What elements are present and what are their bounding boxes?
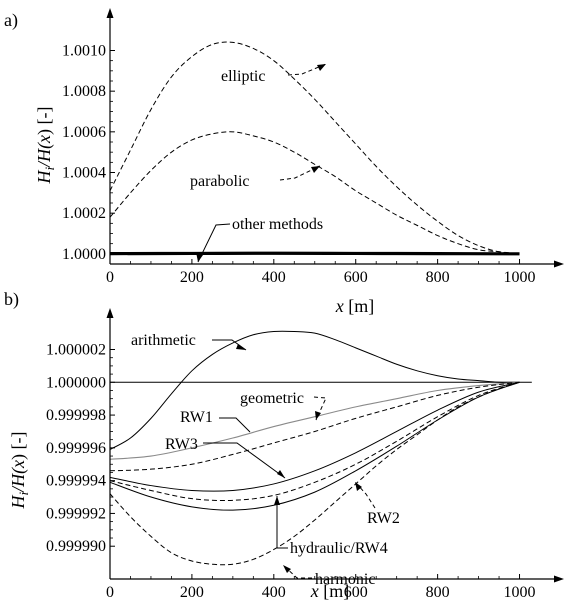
panel-a-y-tick-label: 1.0010 — [62, 43, 106, 60]
panel-b-y-tick-label: 0.999990 — [46, 538, 106, 555]
panel-a: a) 0 200 400 600 800 1000 1.0000 1.0002 1.0004 1.… — [4, 8, 564, 316]
panel-b-series-RW1 — [109, 381, 520, 472]
panel-b-y-tick-label: 1.000002 — [46, 342, 106, 359]
annotation-elliptic: elliptic — [221, 68, 265, 85]
annotation-hydraulic-RW4: hydraulic/RW4 — [290, 540, 388, 557]
panel-b-axes — [106, 308, 564, 583]
panel-b-x-tick-label: 200 — [180, 584, 204, 601]
annotation-harmonic: harmonic — [315, 571, 375, 588]
arrow-RW2 — [354, 481, 376, 509]
panel-b-x-tick-label: 1000 — [504, 584, 536, 601]
panel-b-x-tick-label: 600 — [344, 584, 368, 601]
arrowhead-RW2 — [355, 482, 362, 491]
panel-a-xlabel: x [m] — [335, 296, 375, 316]
panel-b-series-geometric — [109, 381, 520, 460]
panel-a-x-tick-label: 1000 — [504, 269, 536, 286]
annotation-RW2: RW2 — [367, 510, 400, 527]
panel-b-x-tick-label: 0 — [106, 584, 114, 601]
panel-a-y-tick-label: 1.0006 — [62, 124, 106, 141]
panel-b-y-tick-label: 0.999994 — [46, 473, 106, 490]
panel-a-ticks: 0 200 400 600 800 1000 1.0000 1.0002 1.0004 1.000… — [62, 43, 536, 287]
panel-a-x-tick-label: 0 — [106, 269, 114, 286]
panel-a-x-tick-label: 400 — [262, 269, 286, 286]
arrow-other-methods — [197, 223, 231, 263]
panel-b-series-RW3 — [109, 381, 520, 492]
panel-a-x-tick-label: 600 — [344, 269, 368, 286]
annotation-arithmetic: arithmetic — [131, 332, 196, 349]
arrowhead-elliptic — [317, 64, 326, 71]
panel-b-y-tick-label: 1.000000 — [46, 374, 106, 391]
panel-b-y-tick-label: 0.999998 — [46, 407, 106, 424]
panel-b-series-arithmetic — [109, 330, 520, 450]
panel-b: b) 0 200 400 600 800 1000 0.999990 0.999992 0.99… — [4, 289, 564, 601]
panel-a-y-tick-label: 1.0008 — [62, 83, 106, 100]
arrow-RW1 — [219, 417, 251, 433]
arrow-harmonic — [282, 564, 312, 579]
arrow-parabolic — [279, 165, 321, 181]
panel-b-y-tick-label: 0.999996 — [46, 440, 106, 457]
panel-a-y-tick-label: 1.0000 — [62, 246, 106, 263]
panel-a-label: a) — [4, 10, 18, 31]
panel-b-y-tick-label: 0.999992 — [46, 505, 106, 522]
panel-a-x-axis-arrow — [554, 260, 564, 268]
arrow-hydraulic-RW4 — [276, 496, 288, 549]
panel-b-series-RW2 — [109, 381, 520, 502]
panel-b-x-tick-label: 400 — [262, 584, 286, 601]
panel-b-xlabel: x [m] — [310, 581, 350, 601]
panel-a-y-tick-label: 1.0004 — [62, 165, 106, 182]
arrowhead-RW3 — [277, 470, 285, 478]
panel-a-series-parabolic — [109, 131, 520, 255]
arrowhead-harmonic — [283, 565, 291, 573]
arrowhead-parabolic — [311, 166, 320, 173]
panel-b-x-axis-arrow — [554, 575, 564, 583]
panel-b-series — [109, 330, 532, 566]
panel-a-x-tick-label: 800 — [426, 269, 450, 286]
panel-a-series-other-methods — [109, 251, 520, 256]
panel-b-label: b) — [4, 289, 19, 310]
panel-a-ylabel: Hi/H(x) [-] — [34, 106, 57, 184]
annotation-geometric: geometric — [240, 390, 304, 407]
arrowhead-other-methods — [196, 252, 203, 262]
panel-b-series-harmonic — [109, 381, 520, 566]
panel-b-x-tick-label: 800 — [426, 584, 450, 601]
panel-b-y-axis-arrow — [106, 308, 114, 318]
arrowhead-arithmetic — [236, 344, 246, 350]
panel-a-series-elliptic — [109, 41, 520, 255]
arrow-elliptic — [287, 63, 327, 76]
panel-a-x-tick-label: 200 — [180, 269, 204, 286]
panel-a-series — [109, 41, 520, 256]
annotation-parabolic: parabolic — [190, 173, 250, 190]
panel-a-axes — [106, 8, 564, 268]
panel-a-y-axis-arrow — [106, 8, 114, 18]
arrowhead-geometric — [315, 411, 321, 420]
arrowhead-hydraulic-RW4 — [274, 496, 280, 505]
panel-b-series-hydraulic-RW4 — [109, 381, 520, 511]
annotation-RW1: RW1 — [180, 409, 213, 426]
panel-b-ylabel: Hi/H(x) [-] — [8, 431, 31, 509]
panel-a-y-tick-label: 1.0002 — [62, 205, 106, 222]
panel-b-ticks: 0 200 400 600 800 1000 0.999990 0.999992 0.99999… — [46, 342, 536, 601]
annotation-other-methods: other methods — [232, 216, 323, 233]
arrow-RW3 — [203, 442, 286, 479]
annotation-RW3: RW3 — [165, 436, 198, 453]
